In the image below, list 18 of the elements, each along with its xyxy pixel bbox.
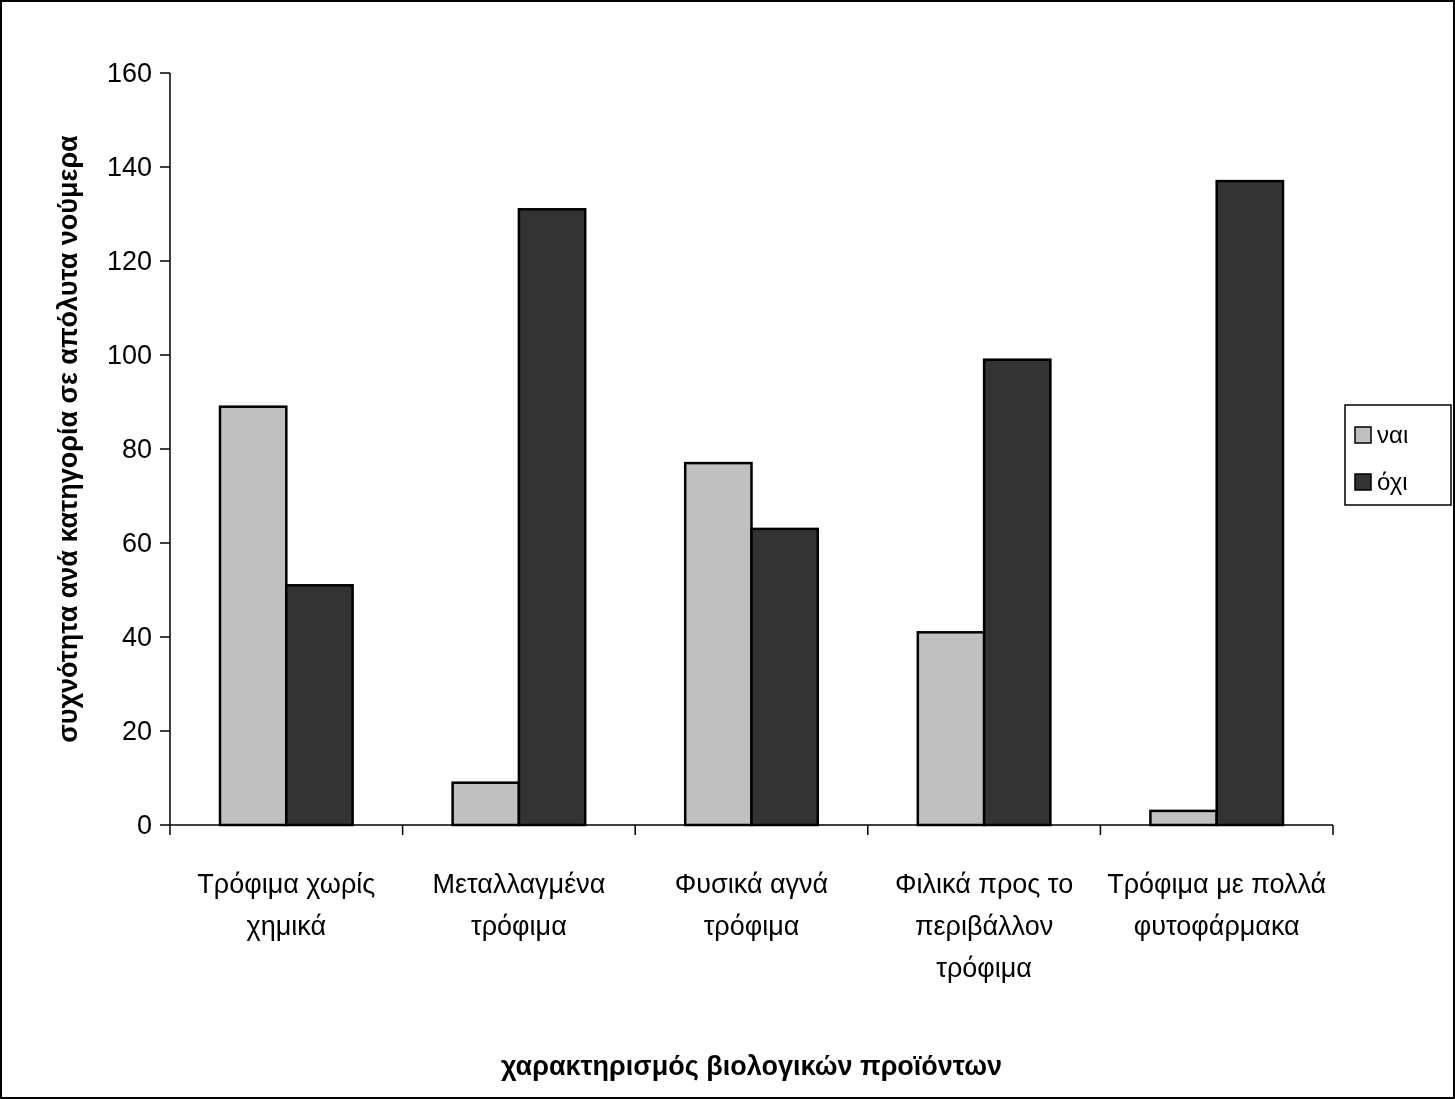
x-axis-title: χαρακτηρισμός βιολογικών προϊόντων <box>501 1051 1002 1081</box>
y-tick-label: 60 <box>121 528 152 559</box>
legend-label: ναι <box>1377 421 1409 449</box>
y-tick-label: 120 <box>106 246 152 277</box>
y-tick-label: 0 <box>136 810 152 841</box>
y-tick-label: 40 <box>121 622 152 653</box>
y-tick-label: 100 <box>106 340 152 371</box>
x-tick-label: Φιλικά προς το περιβάλλον τρόφιμα <box>895 869 1074 983</box>
y-tick-label: 140 <box>106 152 152 183</box>
y-tick-label: 80 <box>121 434 152 465</box>
x-tick-label: Τρόφιμα με πολλά φυτοφάρμακα <box>1107 869 1327 941</box>
y-tick-label: 20 <box>121 716 152 747</box>
y-tick-label: 160 <box>106 58 152 89</box>
y-axis-title: συχνότητα ανά κατηγορία σε απόλυτα νούμερα <box>53 134 83 743</box>
x-tick-label: Φυσικά αγνά τρόφιμα <box>674 869 829 941</box>
x-tick-label: Μεταλλαγμένα τρόφιμα <box>432 869 606 941</box>
legend-label: όχι <box>1377 468 1408 496</box>
x-tick-label: Τρόφιμα χωρίς χημικά <box>197 869 376 941</box>
